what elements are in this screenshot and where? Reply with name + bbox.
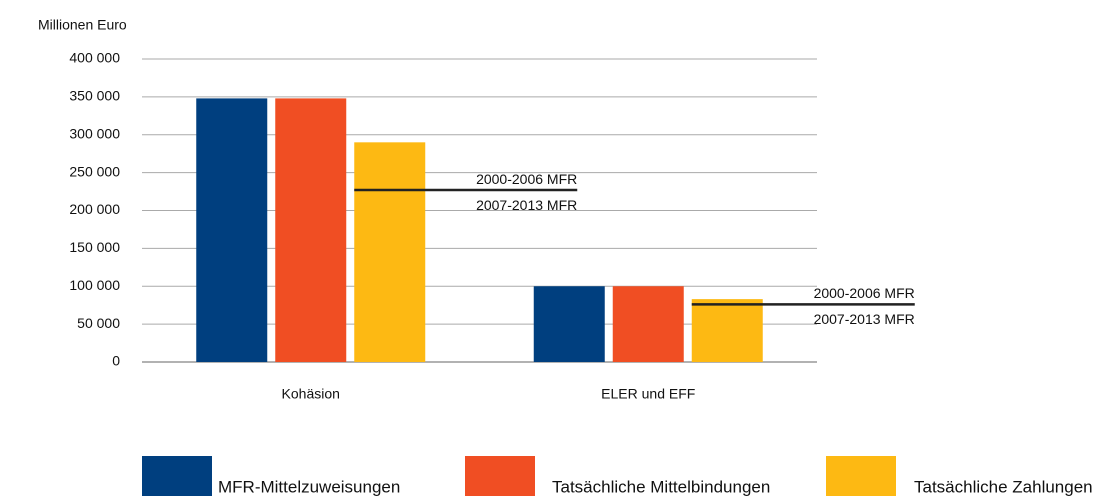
legend-label: Tatsächliche Mittelbindungen [552,477,770,496]
x-tick-label: Kohäsion [282,386,340,402]
annotation-label: 2007-2013 MFR [814,311,915,327]
x-tick-label: ELER und EFF [601,386,695,402]
legend-swatch [142,456,212,496]
y-tick-label: 300 000 [69,125,120,141]
y-tick-label: 100 000 [69,277,120,293]
bar [533,286,605,362]
y-tick-label: 350 000 [69,88,120,104]
legend: MFR-Mittelzuweisungen Tatsächliche Mittel… [142,456,1093,496]
y-axis-label: Millionen Euro [38,17,127,33]
annotation-label: 2000-2006 MFR [814,285,915,301]
annotation-label: 2000-2006 MFR [476,171,577,187]
y-tick-label: 250 000 [69,163,120,179]
y-tick-label: 150 000 [69,239,120,255]
y-tick-label: 0 [112,353,120,369]
bar [275,98,347,362]
bar [691,299,763,362]
legend-label: MFR-Mittelzuweisungen [218,477,400,496]
annotation-label: 2007-2013 MFR [476,197,577,213]
y-tick-label: 200 000 [69,201,120,217]
bar [354,142,426,362]
bar [196,98,268,362]
legend-label: Tatsächliche Zahlungen [914,477,1093,496]
y-tick-label: 400 000 [69,50,120,66]
y-tick-label: 50 000 [77,315,120,331]
bar [612,286,684,362]
legend-swatch [826,456,896,496]
legend-swatch [465,456,535,496]
